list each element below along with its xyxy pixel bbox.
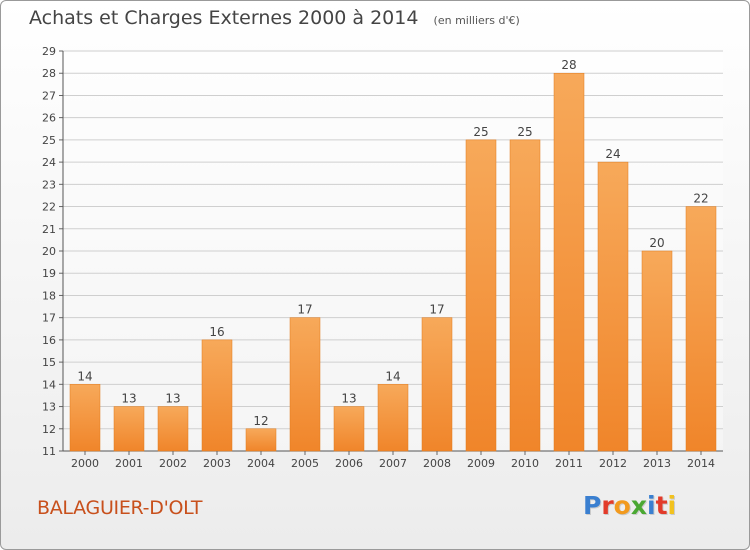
x-tick-label: 2002 — [159, 457, 187, 470]
data-label: 24 — [605, 147, 620, 161]
data-label: 13 — [165, 392, 180, 406]
logo-letter: t — [655, 491, 668, 520]
logo-letter: i — [667, 491, 677, 520]
y-tick-label: 22 — [42, 201, 56, 214]
bar — [157, 406, 189, 452]
data-label: 14 — [385, 369, 400, 383]
x-tick-label: 2011 — [555, 457, 583, 470]
bar — [377, 384, 409, 452]
y-tick-label: 21 — [42, 223, 56, 236]
logo-letter: i — [647, 491, 656, 520]
data-label: 13 — [341, 392, 356, 406]
y-tick-label: 18 — [42, 289, 56, 302]
x-tick-label: 2004 — [247, 457, 275, 470]
bar — [333, 406, 365, 452]
y-tick-label: 27 — [42, 89, 56, 102]
data-label: 14 — [77, 369, 92, 383]
x-tick-label: 2008 — [423, 457, 451, 470]
logo-letter: r — [601, 491, 614, 520]
data-label: 25 — [473, 125, 488, 139]
y-tick-label: 12 — [42, 423, 56, 436]
x-tick-label: 2010 — [511, 457, 539, 470]
logo-letter: o — [613, 491, 631, 520]
x-tick-label: 2005 — [291, 457, 319, 470]
data-label: 17 — [297, 303, 312, 317]
y-tick-label: 23 — [42, 178, 56, 191]
y-tick-label: 16 — [42, 334, 56, 347]
x-tick-label: 2001 — [115, 457, 143, 470]
data-label: 20 — [649, 236, 664, 250]
y-tick-label: 14 — [42, 378, 56, 391]
y-tick-label: 24 — [42, 156, 56, 169]
x-tick-label: 2014 — [687, 457, 715, 470]
x-tick-label: 2003 — [203, 457, 231, 470]
y-tick-label: 20 — [42, 245, 56, 258]
chart-title: Achats et Charges Externes 2000 à 2014 — [29, 7, 419, 29]
logo-letter: P — [583, 491, 602, 520]
data-label: 13 — [121, 392, 136, 406]
y-tick-label: 11 — [42, 445, 56, 458]
data-label: 28 — [561, 58, 576, 72]
chart-subtitle: (en milliers d'€) — [433, 14, 520, 27]
proxiti-logo: Proxiti — [583, 491, 676, 520]
bar — [69, 384, 101, 452]
bar — [509, 139, 541, 452]
y-tick-label: 28 — [42, 67, 56, 80]
y-tick-label: 29 — [42, 45, 56, 58]
y-tick-label: 13 — [42, 401, 56, 414]
bar — [641, 250, 673, 452]
x-tick-label: 2013 — [643, 457, 671, 470]
x-tick-label: 2009 — [467, 457, 495, 470]
y-tick-label: 26 — [42, 112, 56, 125]
x-tick-label: 2007 — [379, 457, 407, 470]
bar — [113, 406, 145, 452]
data-label: 16 — [209, 325, 224, 339]
data-label: 22 — [693, 192, 708, 206]
y-tick-label: 25 — [42, 134, 56, 147]
location-label: BALAGUIER-D'OLT — [37, 497, 203, 519]
y-tick-label: 17 — [42, 312, 56, 325]
data-label: 17 — [429, 303, 444, 317]
y-tick-label: 15 — [42, 356, 56, 369]
title-block: Achats et Charges Externes 2000 à 2014 (… — [29, 7, 520, 29]
bar — [465, 139, 497, 452]
bar — [553, 72, 585, 452]
bar — [289, 317, 321, 452]
data-label: 25 — [517, 125, 532, 139]
x-tick-label: 2000 — [71, 457, 99, 470]
y-tick-label: 19 — [42, 267, 56, 280]
bar — [685, 206, 717, 452]
logo-letter: x — [630, 491, 647, 520]
bar — [597, 161, 629, 452]
x-tick-label: 2012 — [599, 457, 627, 470]
bar — [201, 339, 233, 452]
data-label: 12 — [253, 414, 268, 428]
bar — [245, 428, 277, 452]
x-tick-label: 2006 — [335, 457, 363, 470]
bar — [421, 317, 453, 452]
